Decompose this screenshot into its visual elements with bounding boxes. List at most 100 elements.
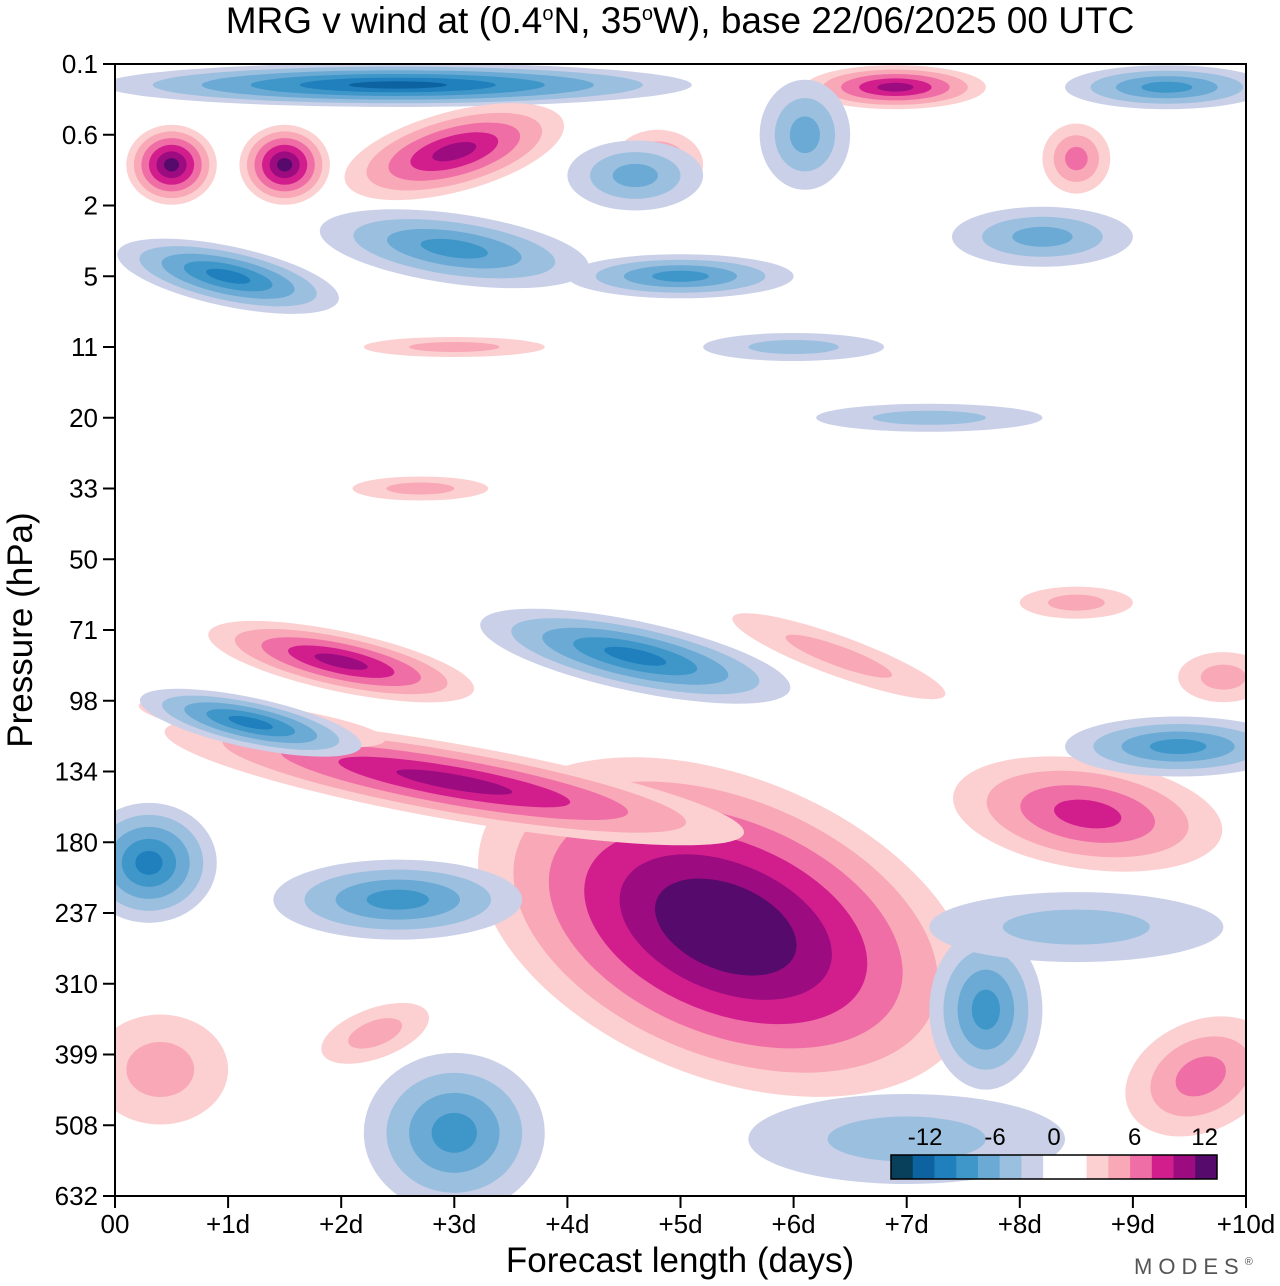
contour-shell (277, 158, 293, 172)
contour-region-negative-top (115, 64, 692, 107)
contour-shell (877, 82, 914, 92)
y-tick-label: 33 (69, 474, 98, 504)
contour-region-main-positive (478, 757, 974, 1097)
contour-shell (604, 646, 667, 666)
colorbar: -12 -6 0 6 12 (890, 1124, 1218, 1180)
x-axis-label: Forecast length (days) (506, 1241, 854, 1280)
contour-region-positive-71 (208, 620, 475, 703)
colorbar-tick-label: 6 (1128, 1124, 1141, 1151)
colorbar-swatch (1021, 1155, 1044, 1179)
y-tick-label: 5 (84, 261, 98, 291)
contour-region-positive-bottom-left (115, 1014, 229, 1125)
y-tick-label: 180 (55, 827, 98, 857)
contour-shell (366, 889, 429, 910)
contour-shell (164, 158, 180, 172)
x-axis: 00 +1d +2d +3d +4d +5d +6d +7d +8d +9d +10d (101, 1196, 1276, 1239)
contour-region-positive-11 (363, 337, 545, 357)
contour-shell (409, 342, 500, 352)
contour-shell (348, 81, 447, 89)
contour-region-negative-98 (139, 688, 362, 757)
contour-region-negative-180 (115, 802, 217, 923)
contour-shell (1054, 799, 1122, 829)
contour-region-negative-310 (929, 929, 1043, 1090)
contour-shell (1141, 81, 1193, 93)
contour-region-negative-5b (567, 254, 794, 299)
colorbar-swatch (1195, 1155, 1218, 1179)
colorbar-swatch (912, 1155, 935, 1179)
contour-region-positive-upper-3 (344, 103, 565, 201)
contour-shell (432, 141, 477, 162)
contour-shell (748, 340, 839, 354)
contour-shell (396, 769, 513, 795)
contour-shell (827, 1116, 986, 1162)
y-tick-label: 2 (84, 191, 98, 221)
contour-region-negative-71 (480, 608, 791, 704)
contour-shell (690, 902, 762, 952)
contour-region-positive-upper-1 (126, 124, 217, 205)
x-tick-label: +3d (432, 1209, 476, 1239)
modes-logo: MODES® (1134, 1254, 1259, 1279)
contour-region-negative-3 (319, 209, 589, 289)
contour-region-negative-5 (117, 238, 339, 314)
y-tick-label: 508 (55, 1110, 98, 1140)
x-tick-label: +1d (206, 1209, 250, 1239)
y-tick-label: 399 (55, 1040, 98, 1070)
contour-shell (1065, 146, 1088, 171)
y-tick-label: 0.6 (62, 120, 98, 150)
contour-shell (1200, 664, 1246, 690)
colorbar-swatch (956, 1155, 979, 1179)
contour-shell (1175, 1056, 1226, 1097)
y-tick-label: 310 (55, 969, 98, 999)
contour-shell (872, 410, 986, 425)
contour-region-positive-top (804, 65, 986, 110)
contour-shell (789, 116, 820, 154)
contour-region-positive-upper-east (1042, 123, 1111, 194)
y-tick-label: 50 (69, 544, 98, 574)
contour-shell (126, 1042, 195, 1098)
contour-region-negative-237-east (929, 892, 1224, 963)
contour-shell (1002, 909, 1150, 945)
y-tick-label: 632 (55, 1181, 98, 1211)
contour-region-negative-134 (1065, 716, 1246, 777)
contour-shell (971, 989, 1001, 1030)
contour-shell (652, 270, 709, 282)
colorbar-swatch (891, 1155, 914, 1179)
contour-region-negative-06 (759, 79, 851, 190)
contour-shell (228, 715, 273, 730)
contour-region-positive-east-2 (1178, 652, 1246, 703)
colorbar-swatch (1151, 1155, 1175, 1179)
contour-region-negative-237 (273, 859, 523, 940)
x-tick-label: 00 (101, 1209, 130, 1239)
x-tick-label: +6d (772, 1209, 816, 1239)
contour-shell (1048, 594, 1105, 611)
x-tick-label: +10d (1217, 1209, 1276, 1239)
contour-shell (785, 634, 893, 678)
x-tick-label: +9d (1111, 1209, 1155, 1239)
contour-region-positive-33 (352, 476, 489, 501)
colorbar-swatch (1173, 1155, 1196, 1179)
colorbar-swatch (977, 1155, 1001, 1179)
x-tick-label: +7d (885, 1209, 929, 1239)
colorbar-tick-label: 12 (1191, 1124, 1218, 1151)
contour-region-positive-lower (321, 1002, 429, 1064)
contour-shell (431, 1112, 477, 1153)
contour-shell (386, 482, 455, 495)
colorbar-swatch (1108, 1155, 1131, 1179)
x-tick-label: +8d (998, 1209, 1042, 1239)
colorbar-tick-label: 0 (1047, 1124, 1060, 1151)
contour-region-negative-20 (816, 403, 1043, 432)
contour-region-positive-east (953, 756, 1223, 872)
y-tick-label: 98 (69, 686, 98, 716)
y-tick-label: 71 (69, 615, 98, 645)
contour-shell (314, 653, 368, 670)
contour-region-negative-11 (703, 333, 885, 361)
chart-title: MRG v wind at (0.4oN, 35oW), base 22/06/… (226, 0, 1135, 41)
x-tick-label: +5d (658, 1209, 702, 1239)
contour-region-positive-60 (1019, 586, 1133, 619)
y-tick-label: 134 (55, 757, 98, 787)
colorbar-tick-label: -6 (984, 1124, 1005, 1151)
contour-region-positive-mid (732, 613, 946, 700)
contour-shell (348, 1018, 403, 1049)
colorbar-swatch (999, 1155, 1022, 1179)
contour-region-negative-508 (363, 1052, 545, 1196)
